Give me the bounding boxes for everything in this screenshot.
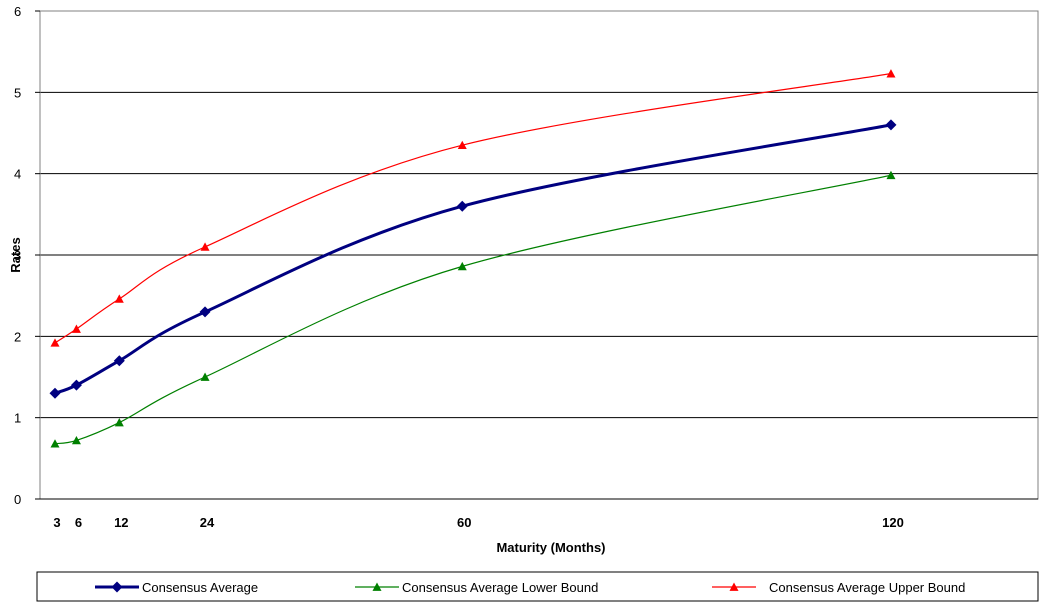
series-line-consensus-average-upper-bound bbox=[54, 73, 892, 344]
series-line-consensus-average bbox=[54, 123, 892, 395]
data-point-consensus-average bbox=[199, 306, 211, 318]
x-axis-title: Maturity (Months) bbox=[496, 540, 605, 555]
y-tick-label: 0 bbox=[14, 492, 21, 507]
legend-label-consensus-average: Consensus Average bbox=[142, 580, 258, 595]
x-tick-label: 24 bbox=[200, 515, 215, 530]
y-tick-label: 4 bbox=[14, 167, 21, 182]
series-line-consensus-average-lower-bound bbox=[54, 174, 892, 445]
data-point-consensus-average bbox=[456, 200, 468, 212]
legend-label-consensus-average-upper-bound: Consensus Average Upper Bound bbox=[769, 580, 965, 595]
data-point-consensus-average-lower-bound bbox=[50, 439, 60, 448]
legend-box bbox=[36, 571, 1039, 602]
gridlines bbox=[40, 91, 1038, 419]
y-tick-label: 5 bbox=[14, 85, 21, 100]
legend-marker-consensus-average-upper-bound bbox=[729, 582, 739, 591]
data-point-consensus-average bbox=[113, 355, 125, 367]
legend-marker-consensus-average-lower-bound bbox=[372, 582, 382, 591]
data-point-consensus-average bbox=[70, 379, 82, 391]
data-point-consensus-average-lower-bound bbox=[114, 418, 124, 427]
x-tick-label: 12 bbox=[114, 515, 128, 530]
legend-marker-consensus-average bbox=[111, 581, 123, 593]
data-point-consensus-average-upper-bound bbox=[886, 69, 896, 78]
data-point-consensus-average-lower-bound bbox=[200, 372, 210, 381]
data-point-consensus-average-lower-bound bbox=[71, 435, 81, 445]
series-markers bbox=[49, 69, 897, 448]
data-point-consensus-average-upper-bound bbox=[50, 338, 60, 347]
y-axis-ticks: 0 1 2 3 4 5 6 bbox=[14, 4, 40, 507]
y-tick-label: 3 bbox=[14, 248, 21, 263]
data-point-consensus-average bbox=[49, 387, 61, 399]
data-point-consensus-average-upper-bound bbox=[200, 242, 210, 251]
data-point-consensus-average-upper-bound bbox=[71, 324, 81, 333]
x-tick-label: 120 bbox=[882, 515, 904, 530]
data-point-consensus-average bbox=[885, 119, 897, 131]
legend: Consensus Average Consensus Average Lower… bbox=[36, 571, 1039, 602]
data-point-consensus-average-upper-bound bbox=[114, 294, 124, 303]
data-point-consensus-average-lower-bound bbox=[457, 261, 467, 271]
series-lines bbox=[54, 73, 892, 445]
legend-label-consensus-average-lower-bound: Consensus Average Lower Bound bbox=[402, 580, 598, 595]
data-point-consensus-average-lower-bound bbox=[886, 170, 896, 180]
x-tick-label: 60 bbox=[457, 515, 471, 530]
x-tick-label: 6 bbox=[75, 515, 82, 530]
y-tick-label: 1 bbox=[14, 411, 21, 426]
data-point-consensus-average-upper-bound bbox=[457, 140, 467, 150]
y-axis-title: Rates bbox=[8, 237, 23, 272]
x-axis-ticks: 3 6 12 24 60 120 bbox=[40, 498, 1038, 530]
x-tick-label: 3 bbox=[53, 515, 60, 530]
y-tick-label: 2 bbox=[14, 329, 21, 344]
y-tick-label: 6 bbox=[14, 4, 21, 19]
